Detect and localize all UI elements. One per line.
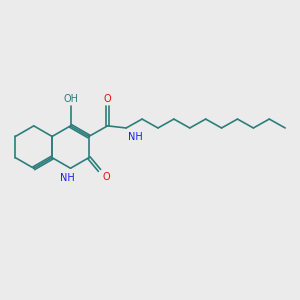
Text: NH: NH [60, 173, 74, 183]
Text: O: O [102, 172, 110, 182]
Text: OH: OH [63, 94, 78, 104]
Text: NH: NH [128, 132, 142, 142]
Text: O: O [104, 94, 111, 104]
